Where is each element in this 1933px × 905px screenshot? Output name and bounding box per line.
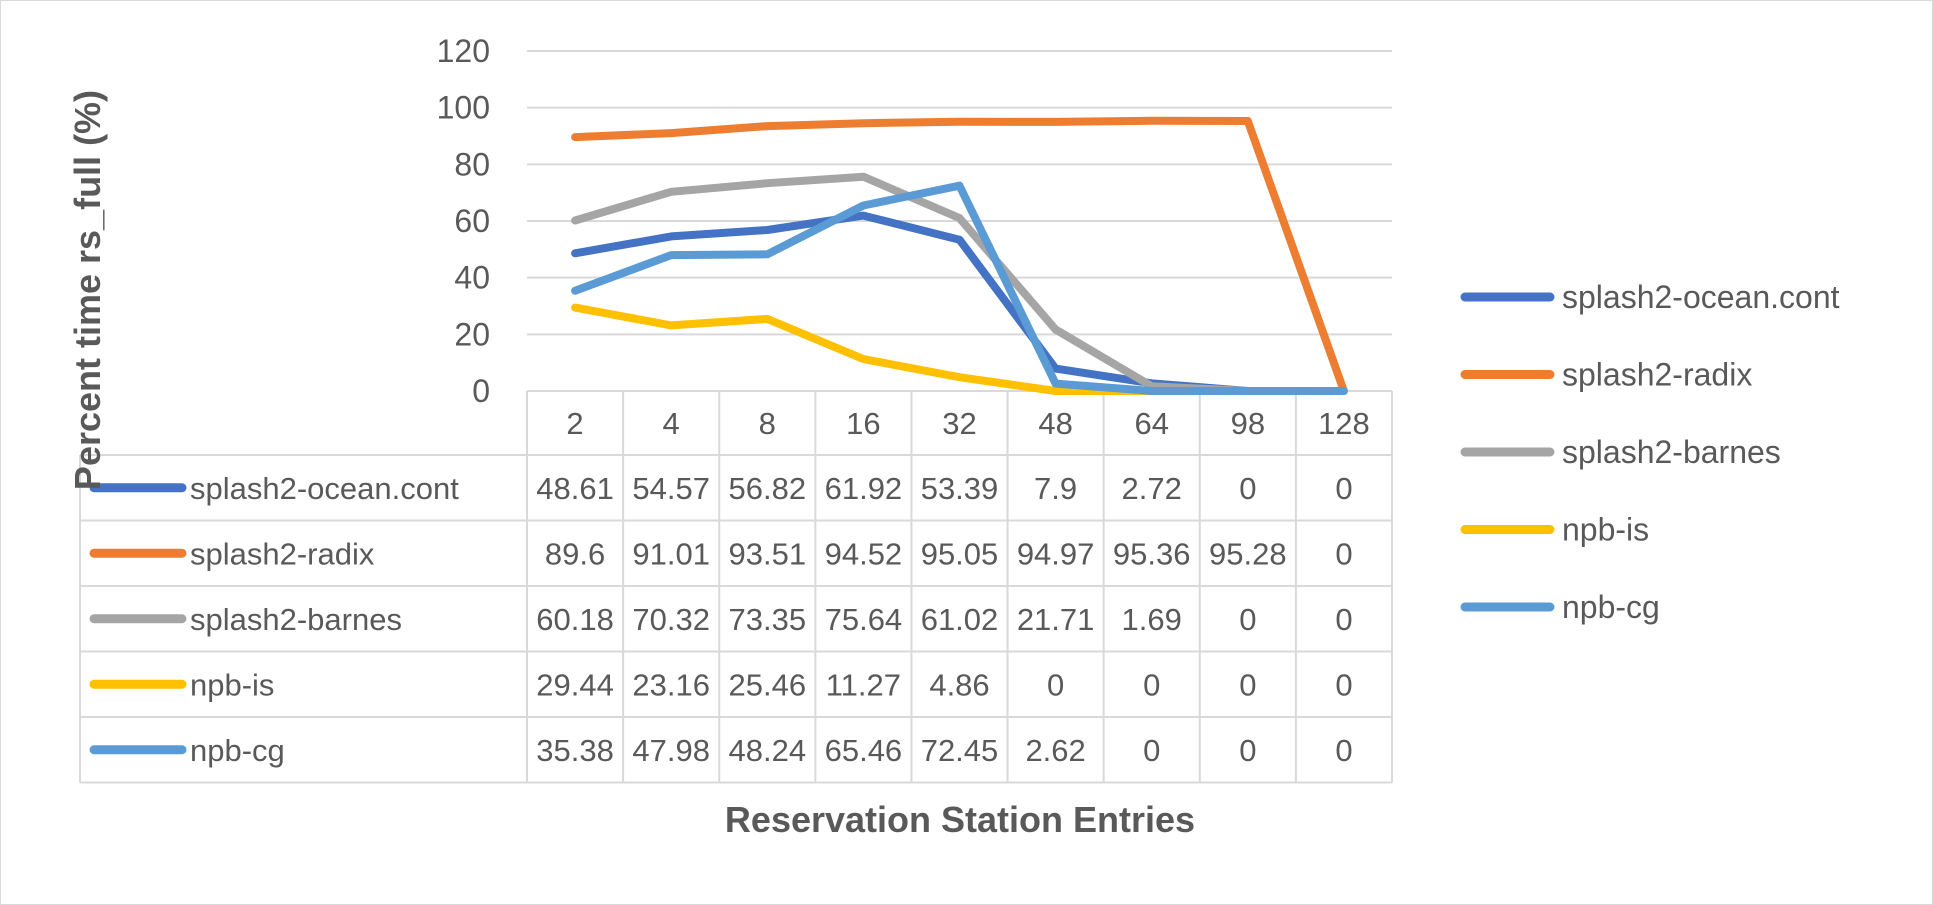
legend-label: npb-cg xyxy=(1562,589,1660,625)
table-cell-value: 53.39 xyxy=(921,471,999,506)
x-tick-label: 16 xyxy=(846,406,880,441)
table-cell-value: 72.45 xyxy=(921,733,999,768)
y-tick-label: 120 xyxy=(437,33,490,69)
table-cell-value: 73.35 xyxy=(728,602,806,637)
x-tick-label: 8 xyxy=(759,406,776,441)
table-cell-value: 0 xyxy=(1239,471,1256,506)
series-line-splash2-ocean-cont xyxy=(571,211,1348,395)
y-tick-label: 100 xyxy=(437,90,490,126)
x-tick-label: 4 xyxy=(663,406,680,441)
table-row-label: splash2-barnes xyxy=(190,602,402,637)
y-axis-tick-labels: 0 20 40 60 80 100 120 xyxy=(437,33,490,409)
legend: splash2-ocean.cont splash2-radix splash2-b… xyxy=(1460,279,1840,625)
table-cell-value: 70.32 xyxy=(632,602,710,637)
table-cell-value: 2.62 xyxy=(1025,733,1085,768)
table-cell-value: 61.02 xyxy=(921,602,999,637)
table-cell-value: 0 xyxy=(1047,667,1064,702)
table-cell-value: 0 xyxy=(1335,471,1352,506)
table-cell-value: 23.16 xyxy=(632,667,710,702)
table-cell-value: 75.64 xyxy=(825,602,903,637)
table-cell-value: 48.61 xyxy=(536,471,614,506)
table-cell-value: 25.46 xyxy=(728,667,806,702)
table-row-label: npb-is xyxy=(190,667,274,702)
table-cell-value: 65.46 xyxy=(825,733,903,768)
series-line-splash2-barnes xyxy=(571,172,1348,395)
table-cell-value: 0 xyxy=(1239,733,1256,768)
table-row-label: npb-cg xyxy=(190,733,285,768)
table-cell-value: 47.98 xyxy=(632,733,710,768)
x-tick-label: 32 xyxy=(942,406,976,441)
table-cell-value: 0 xyxy=(1143,667,1160,702)
series-line-npb-is xyxy=(571,303,1348,395)
series-line-npb-cg xyxy=(571,181,1348,395)
table-cell-value: 0 xyxy=(1335,667,1352,702)
x-tick-label: 64 xyxy=(1134,406,1168,441)
table-row-label: splash2-ocean.cont xyxy=(190,471,459,506)
y-tick-label: 40 xyxy=(454,260,490,296)
table-cell-value: 4.86 xyxy=(929,667,989,702)
table-cell-value: 95.36 xyxy=(1113,536,1191,571)
y-tick-label: 80 xyxy=(454,146,490,182)
legend-label: splash2-ocean.cont xyxy=(1562,279,1840,315)
table-cell-value: 91.01 xyxy=(632,536,710,571)
table-cell-value: 94.97 xyxy=(1017,536,1095,571)
table-cell-value: 0 xyxy=(1335,602,1352,637)
y-tick-label: 0 xyxy=(472,373,490,409)
table-cell-value: 0 xyxy=(1239,667,1256,702)
gridlines xyxy=(527,50,1392,336)
y-axis-title: Percent time rs_full (%) xyxy=(67,90,108,490)
table-cell-value: 21.71 xyxy=(1017,602,1095,637)
x-tick-label: 128 xyxy=(1318,406,1370,441)
table-cell-value: 7.9 xyxy=(1034,471,1077,506)
table-cell-value: 60.18 xyxy=(536,602,614,637)
table-cell-value: 2.72 xyxy=(1122,471,1182,506)
table-cell-value: 48.24 xyxy=(728,733,806,768)
table-cell-value: 61.92 xyxy=(825,471,903,506)
x-tick-label: 98 xyxy=(1231,406,1265,441)
table-cell-value: 0 xyxy=(1143,733,1160,768)
y-tick-label: 60 xyxy=(454,203,490,239)
plot-lines xyxy=(571,116,1348,395)
table-cell-value: 93.51 xyxy=(728,536,806,571)
y-tick-label: 20 xyxy=(454,316,490,352)
legend-label: splash2-barnes xyxy=(1562,434,1781,470)
table-row-label: splash2-radix xyxy=(190,536,375,571)
table-cell-value: 94.52 xyxy=(825,536,903,571)
table-cell-value: 54.57 xyxy=(632,471,710,506)
table-cell-value: 95.05 xyxy=(921,536,999,571)
table-cell-value: 0 xyxy=(1239,602,1256,637)
legend-label: splash2-radix xyxy=(1562,357,1752,393)
table-cell-value: 56.82 xyxy=(728,471,806,506)
series-line-splash2-radix xyxy=(571,116,1348,395)
table-cell-value: 0 xyxy=(1335,733,1352,768)
x-axis-title: Reservation Station Entries xyxy=(725,799,1195,840)
x-tick-label: 2 xyxy=(566,406,583,441)
x-tick-label: 48 xyxy=(1038,406,1072,441)
table-cell-value: 89.6 xyxy=(545,536,605,571)
table-cell-value: 95.28 xyxy=(1209,536,1287,571)
table-cell-value: 11.27 xyxy=(826,667,901,702)
table-cell-value: 1.69 xyxy=(1122,602,1182,637)
legend-label: npb-is xyxy=(1562,512,1649,548)
table-cell-value: 0 xyxy=(1335,536,1352,571)
table-cell-value: 35.38 xyxy=(536,733,614,768)
table-cell-value: 29.44 xyxy=(536,667,614,702)
